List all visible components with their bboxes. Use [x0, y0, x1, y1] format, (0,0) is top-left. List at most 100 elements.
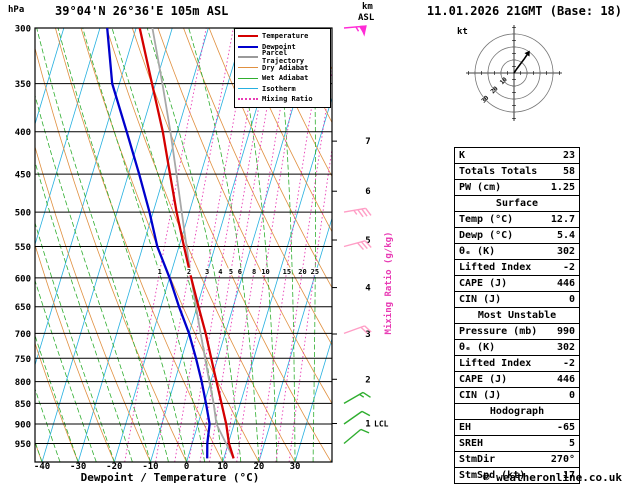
x-tick-label: -10 — [142, 462, 158, 472]
table-row: θₑ (K) 302 — [455, 243, 579, 259]
mixing-ratio-label: 5 — [229, 268, 233, 276]
table-row-label: CAPE (J) — [459, 374, 508, 385]
x-tick-label: 20 — [253, 462, 264, 472]
mixing-ratio-labels: 1 2 3 4 5 6 8 10 15 20 25 — [156, 267, 320, 278]
table-row-value: 0 — [568, 294, 575, 305]
wind-barb — [343, 428, 370, 445]
table-row-label: EH — [459, 422, 472, 433]
hodograph-arrowhead — [524, 50, 530, 57]
station-title: 39°04'N 26°36'E 105m ASL — [55, 4, 229, 18]
table-row-value: 5.4 — [556, 230, 575, 241]
table-row-label: CIN (J) — [459, 390, 502, 401]
pressure-tick-label: 500 — [15, 209, 31, 219]
mixing-ratio-label: 25 — [311, 268, 319, 276]
legend-label: Dewpoint — [262, 42, 296, 51]
legend-label: Dry Adiabat — [262, 63, 309, 72]
x-axis-label: Dewpoint / Temperature (°C) — [80, 471, 260, 484]
km-tick-label: 3 — [365, 330, 370, 340]
mixing-ratio-label: 20 — [298, 268, 306, 276]
mixing-ratio-label: 4 — [218, 268, 222, 276]
table-row-label: PW (cm) — [459, 182, 502, 193]
table-row: Lifted Index -2 — [455, 355, 579, 371]
wind-barbs — [343, 25, 372, 445]
pressure-tick-labels: 300 350 400 450 500 550 600 650 700 750 800 850 900 9… — [15, 25, 31, 451]
table-row: PW (cm) 1.25 — [455, 179, 579, 195]
table-row-value: 5 — [568, 438, 575, 449]
table-row-label: Pressure (mb) — [459, 326, 538, 337]
legend-label: Mixing Ratio — [262, 95, 313, 104]
wind-barb — [343, 391, 371, 405]
x-tick-label: 30 — [290, 462, 301, 472]
legend-item: Mixing Ratio — [238, 94, 327, 105]
table-row-value: 446 — [556, 278, 575, 289]
km-axis-unit: km — [362, 2, 373, 12]
legend-label: Temperature — [262, 32, 309, 41]
table-row: Lifted Index -2 — [455, 259, 579, 275]
parcel-trajectory-curve — [151, 28, 235, 459]
x-tick-label: 10 — [217, 462, 228, 472]
table-row-value: -65 — [556, 422, 575, 433]
legend-item: Temperature — [238, 31, 327, 42]
legend-label: Parcel Trajectory — [262, 49, 305, 66]
mixing-ratio-label: 1 — [158, 268, 162, 276]
table-section-header: Most Unstable — [455, 307, 579, 323]
pressure-tick-label: 750 — [15, 355, 31, 365]
mixing-ratio-label: 3 — [205, 268, 209, 276]
table-row-label: StmSpd (kt) — [459, 470, 526, 481]
mixing-ratio-label: 10 — [261, 268, 269, 276]
legend-item: Dry Adiabat — [238, 63, 327, 74]
pressure-tick-label: 950 — [15, 440, 31, 450]
table-row-value: 1.25 — [550, 182, 575, 193]
table-row-value: 302 — [556, 246, 575, 257]
table-row-label: Dewp (°C) — [459, 230, 514, 241]
table-row-label: SREH — [459, 438, 484, 449]
pressure-tick-label: 600 — [15, 274, 31, 284]
hodograph-trace — [513, 54, 528, 74]
mixing-ratio-axis-label: Mixing Ratio (g/kg) — [384, 231, 394, 335]
legend-swatch — [238, 56, 258, 59]
pressure-tick-label: 300 — [15, 25, 31, 35]
table-row-value: -2 — [562, 358, 575, 369]
table-row: SREH 5 — [455, 435, 579, 451]
km-tick-label: 6 — [365, 187, 370, 197]
pressure-tick-label: 650 — [15, 303, 31, 313]
sounding-profiles — [106, 28, 235, 459]
legend-item: Parcel Trajectory — [238, 49, 327, 66]
wind-barb — [343, 25, 367, 37]
pressure-tick-label: 700 — [15, 330, 31, 340]
table-row-value: 0 — [568, 390, 575, 401]
table-row-label: Temp (°C) — [459, 214, 514, 225]
legend-item: Wet Adiabat — [238, 73, 327, 84]
legend-label: Wet Adiabat — [262, 74, 309, 83]
temperature-curve — [138, 28, 235, 459]
table-row-value: 302 — [556, 342, 575, 353]
table-row-label: θₑ (K) — [459, 246, 496, 257]
table-row: CAPE (J) 446 — [455, 275, 579, 291]
legend-item: Dewpoint — [238, 42, 327, 53]
copyright: © weatheronline.co.uk — [482, 471, 622, 484]
table-row: StmDir 270° — [455, 451, 579, 467]
mixing-ratio-label: 8 — [252, 268, 256, 276]
pressure-tick-label: 800 — [15, 378, 31, 388]
pressure-tick-label: 350 — [15, 80, 31, 90]
plot-border — [34, 27, 333, 463]
wind-barb — [343, 240, 372, 251]
table-row: Totals Totals 58 — [455, 163, 579, 179]
mixing-ratio-label: 6 — [238, 268, 242, 276]
table-row-label: Lifted Index — [459, 358, 532, 369]
legend: Temperature Dewpoint Parcel Trajectory Dry … — [234, 28, 331, 108]
table-row: Dewp (°C) 5.4 — [455, 227, 579, 243]
legend-swatch — [238, 98, 258, 101]
km-tick-label: 4 — [365, 284, 371, 294]
asl-axis-unit: ASL — [358, 13, 375, 23]
x-tick-labels: -40 -30 -20 -10 0 10 20 30 — [34, 462, 301, 472]
x-tick-label: -20 — [106, 462, 122, 472]
table-row: K 23 — [455, 148, 579, 163]
hodograph-ring-label: 30 — [480, 94, 490, 104]
lcl-label: LCL — [374, 420, 389, 429]
table-row-value: 17 — [562, 470, 575, 481]
table-row-value: 23 — [562, 150, 575, 161]
legend-swatch — [238, 67, 258, 69]
table-row-label: θₑ (K) — [459, 342, 496, 353]
